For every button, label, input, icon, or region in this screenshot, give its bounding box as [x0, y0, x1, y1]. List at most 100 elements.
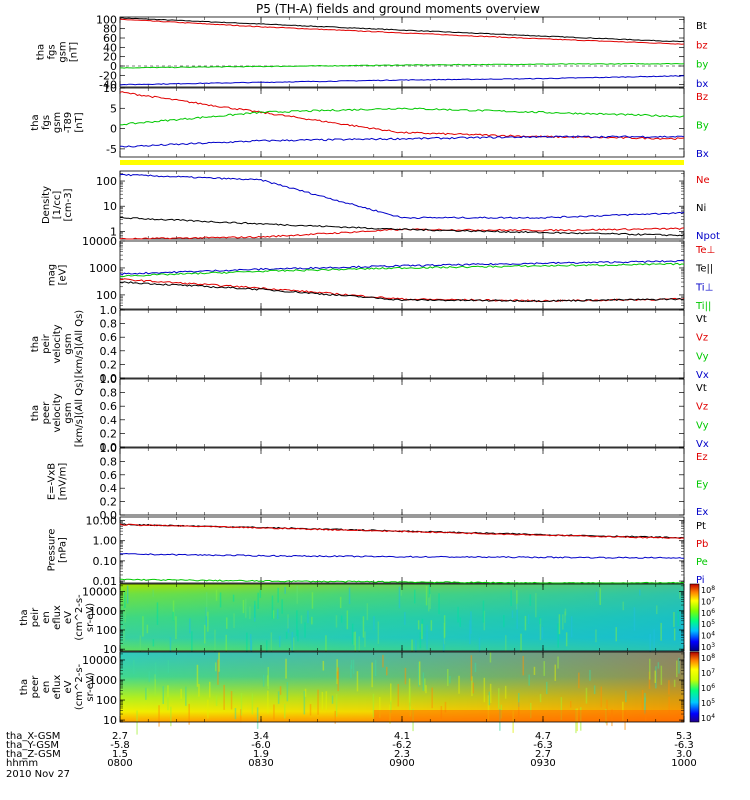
- y-tick-label: 0.4: [100, 414, 118, 427]
- legend-Pb: Pb: [696, 539, 708, 550]
- series-line-Pe: [119, 578, 685, 584]
- spectrogram-streak: [425, 685, 427, 694]
- figure-title: P5 (TH-A) fields and ground moments over…: [256, 2, 540, 16]
- spectrogram-streak: [673, 679, 676, 687]
- spectrogram-streak: [322, 660, 325, 671]
- y-axis-label: [1/cc]: [52, 191, 63, 220]
- spectrogram-streak: [270, 632, 273, 657]
- y-tick-label: 0.8: [100, 318, 118, 331]
- low-energy-band: [373, 710, 684, 722]
- spectrogram-streak: [285, 631, 288, 639]
- spectrogram-streak: [615, 627, 617, 642]
- panel-fgs_dt: 10 5 0 -5 tha fgs gsm -T89 [nT] Bz By Bx: [30, 82, 709, 160]
- legend-Te⊥: Te⊥: [695, 245, 715, 256]
- spectrogram-streak: [215, 589, 218, 601]
- spectrogram-streak: [570, 616, 573, 638]
- spectrogram-streak: [510, 590, 512, 607]
- colorbar-tick-label: 105: [701, 698, 715, 708]
- spectrogram-streak: [285, 658, 287, 679]
- colorbar-tick-label: 107: [701, 668, 715, 678]
- y-tick-label: 0.8: [100, 387, 118, 400]
- y-axis-label: Density: [41, 186, 52, 224]
- spectrogram-streak: [673, 612, 675, 628]
- y-tick-label: 0.0: [100, 372, 118, 385]
- y-tick-label: 60: [103, 32, 117, 45]
- spectrogram-streak: [170, 706, 172, 727]
- spectrogram-streak: [397, 684, 399, 707]
- panel-frame: [119, 378, 685, 448]
- spectrogram-streak: [668, 680, 670, 695]
- spectrogram-streak: [257, 592, 259, 609]
- spectrogram-streak: [214, 629, 216, 655]
- spectrogram-streak: [533, 666, 536, 675]
- y-tick-label: 10000: [82, 654, 117, 667]
- spectrogram-streak: [447, 669, 449, 686]
- spectrogram-streak: [219, 592, 222, 608]
- y-axis-label: (cm^2-s-: [74, 663, 85, 710]
- spectrogram-streak: [489, 683, 492, 703]
- series-line-by: [120, 63, 685, 69]
- spectrogram-streak: [639, 589, 641, 596]
- spectrogram-streak: [277, 587, 279, 603]
- spectrogram-streak: [262, 674, 265, 687]
- spectrogram-streak: [585, 687, 588, 704]
- y-tick-label: 0.01: [93, 575, 118, 588]
- y-tick-label: 20: [103, 51, 117, 64]
- spectrogram-streak: [372, 693, 375, 718]
- spectrogram-streak: [564, 608, 567, 616]
- spectrogram-streak: [641, 689, 644, 710]
- spectrogram-streak: [136, 710, 138, 735]
- y-tick-label: 0.8: [100, 455, 118, 468]
- spectrogram-streak: [600, 686, 602, 708]
- spectrogram-streak: [418, 661, 421, 686]
- y-tick-label: 1.0: [100, 373, 118, 386]
- y-axis-label: velocity: [52, 393, 63, 432]
- spectrogram-streak: [353, 632, 355, 646]
- y-axis-label: fgs: [47, 44, 58, 59]
- spectrogram-streak: [218, 652, 220, 672]
- y-axis-label: eflux: [52, 605, 63, 630]
- y-axis-label: (cm^2-s-: [74, 594, 85, 641]
- spectrogram-streak: [487, 695, 490, 721]
- ephemeris-value: -6.2: [392, 740, 412, 751]
- ephemeris-value: 0900: [389, 758, 414, 769]
- spectrogram-streak: [599, 588, 601, 605]
- panel-frame: [119, 87, 685, 158]
- legend-Vx: Vx: [696, 439, 709, 450]
- ephemeris-value: 2.7: [535, 749, 551, 760]
- spectrogram-streak: [300, 615, 303, 624]
- spectrogram-streak: [595, 591, 598, 601]
- spectrogram-streak: [207, 611, 209, 632]
- spectrogram-streak: [242, 599, 245, 614]
- y-axis-label: peir: [41, 333, 52, 353]
- series-line-Ti||: [119, 262, 685, 278]
- y-tick-label: 0.4: [100, 482, 118, 495]
- spectrogram-streak: [653, 629, 655, 649]
- ephemeris-value: 1000: [671, 758, 696, 769]
- spectrogram-streak: [225, 634, 227, 658]
- y-axis-label: gsm: [63, 333, 74, 354]
- spectrogram-streak: [350, 664, 352, 678]
- legend-Ti⊥: Ti⊥: [695, 282, 713, 293]
- y-tick-label: 100: [96, 624, 117, 637]
- spectrogram-streak: [358, 636, 360, 655]
- legend-Ex: Ex: [696, 507, 708, 518]
- y-tick-label: 0.4: [100, 345, 118, 358]
- spectrogram-streak: [354, 631, 356, 653]
- spectrogram-streak: [374, 659, 377, 677]
- spectrogram-streak: [133, 659, 135, 674]
- y-tick-label: 0.2: [100, 496, 118, 509]
- ephemeris-label: tha_Z-GSM: [6, 749, 61, 760]
- spectrogram-streak: [417, 620, 420, 630]
- legend-Vt: Vt: [696, 314, 707, 325]
- spectrogram-streak: [443, 615, 446, 638]
- spectrogram-streak: [217, 659, 219, 685]
- spectrogram-streak: [539, 617, 541, 625]
- spectrogram-streak: [287, 614, 289, 629]
- ephemeris-value: 5.3: [676, 731, 692, 742]
- legend-by: by: [696, 60, 708, 71]
- y-axis-label: eV: [63, 611, 74, 624]
- y-axis-label: tha: [30, 405, 41, 421]
